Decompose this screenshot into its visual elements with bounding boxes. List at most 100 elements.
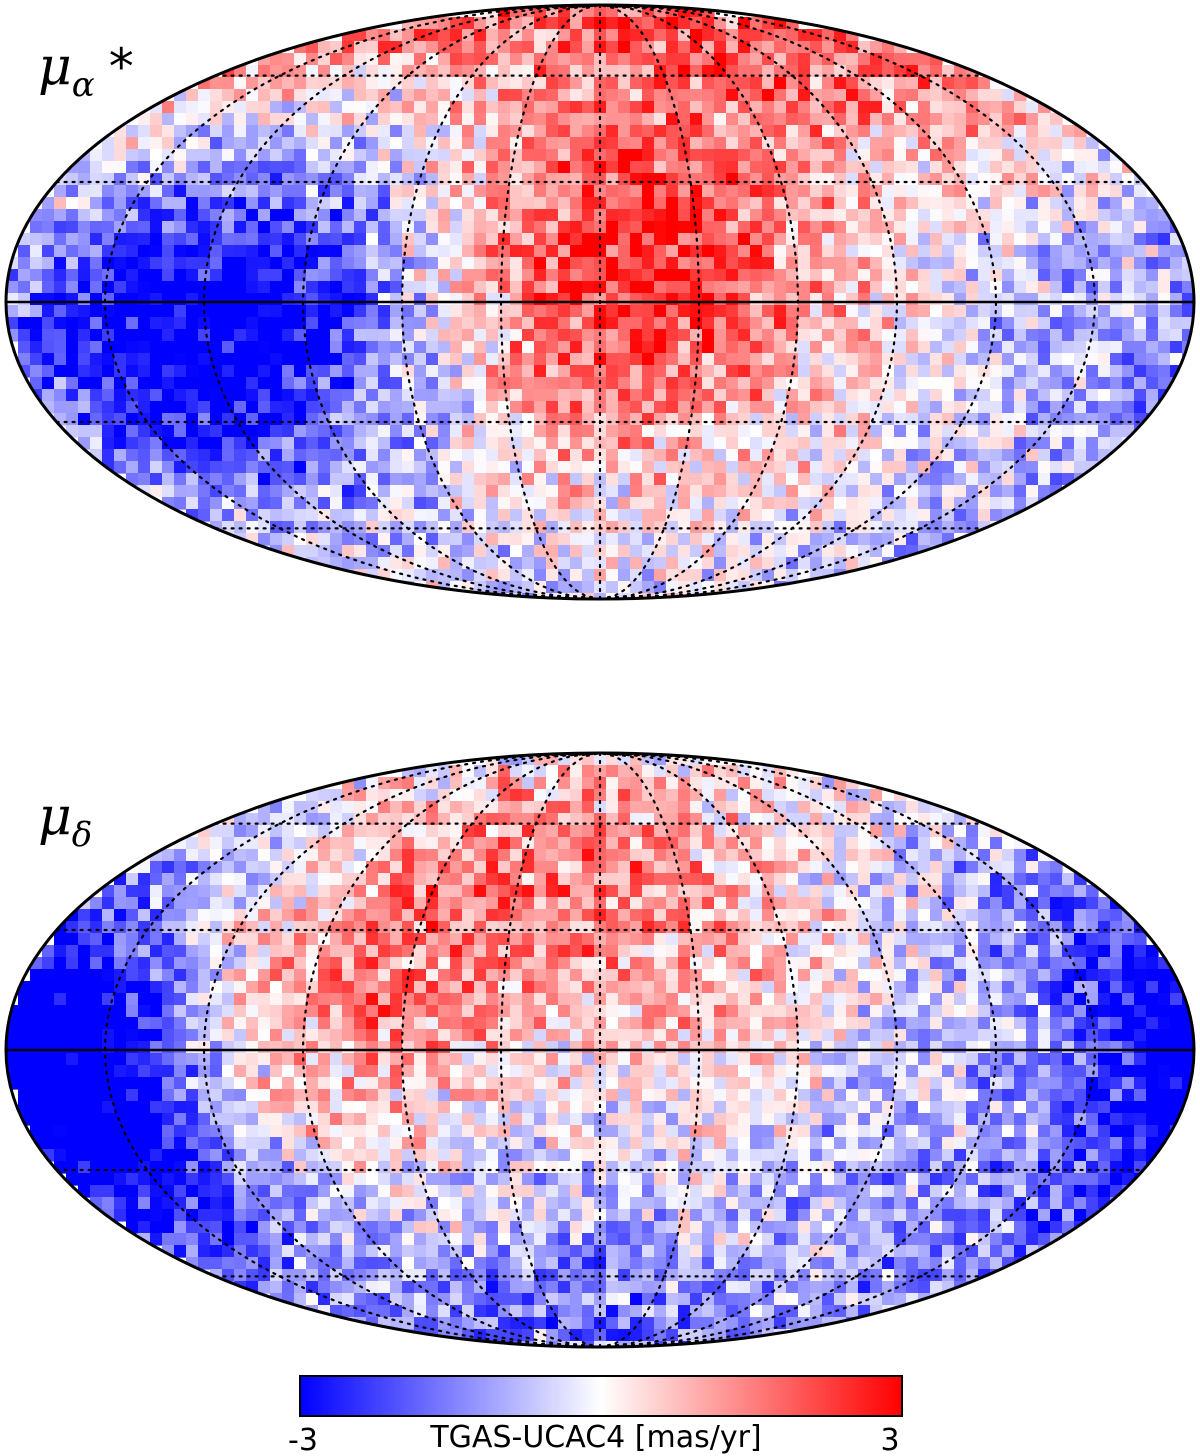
sky-pixel xyxy=(690,497,703,510)
sky-pixel xyxy=(126,921,139,934)
sky-pixel xyxy=(1110,425,1123,438)
sky-pixel xyxy=(726,173,739,186)
sky-pixel xyxy=(510,849,523,862)
sky-pixel xyxy=(258,909,271,922)
sky-pixel xyxy=(474,149,487,162)
sky-pixel xyxy=(774,449,787,462)
sky-pixel xyxy=(942,473,955,486)
sky-pixel xyxy=(750,221,763,234)
sky-pixel xyxy=(810,233,823,246)
sky-pixel xyxy=(450,509,463,522)
sky-pixel xyxy=(582,77,595,90)
sky-pixel xyxy=(318,305,331,318)
sky-pixel xyxy=(1026,353,1039,366)
sky-pixel xyxy=(774,173,787,186)
sky-pixel xyxy=(1026,909,1039,922)
sky-pixel xyxy=(510,581,523,594)
sky-pixel xyxy=(1002,233,1015,246)
sky-pixel xyxy=(90,257,103,270)
sky-pixel xyxy=(414,557,427,570)
sky-pixel xyxy=(714,269,727,282)
sky-pixel xyxy=(558,29,571,42)
sky-pixel xyxy=(738,933,751,946)
sky-pixel xyxy=(510,401,523,414)
sky-pixel xyxy=(450,437,463,450)
sky-pixel xyxy=(1158,341,1171,354)
sky-pixel xyxy=(510,873,523,886)
sky-pixel xyxy=(1074,377,1087,390)
sky-pixel xyxy=(438,293,451,306)
sky-pixel xyxy=(138,209,151,222)
sky-pixel xyxy=(126,197,139,210)
sky-pixel xyxy=(930,377,943,390)
sky-pixel xyxy=(654,921,667,934)
sky-pixel xyxy=(834,173,847,186)
sky-pixel xyxy=(90,245,103,258)
sky-pixel xyxy=(510,185,523,198)
sky-pixel xyxy=(702,245,715,258)
sky-pixel xyxy=(354,485,367,498)
sky-pixel xyxy=(834,305,847,318)
sky-pixel xyxy=(318,77,331,90)
sky-pixel xyxy=(702,113,715,126)
sky-pixel xyxy=(186,873,199,886)
sky-pixel xyxy=(810,557,823,570)
sky-pixel xyxy=(618,521,631,534)
sky-pixel xyxy=(390,497,403,510)
sky-pixel xyxy=(102,293,115,306)
sky-pixel xyxy=(882,293,895,306)
sky-pixel xyxy=(378,317,391,330)
sky-pixel xyxy=(378,873,391,886)
sky-pixel xyxy=(210,341,223,354)
sky-pixel xyxy=(414,101,427,114)
sky-pixel xyxy=(786,53,799,66)
sky-pixel xyxy=(282,197,295,210)
sky-pixel xyxy=(486,921,499,934)
sky-pixel xyxy=(474,161,487,174)
sky-pixel xyxy=(402,873,415,886)
sky-pixel xyxy=(510,293,523,306)
sky-pixel xyxy=(750,449,763,462)
sky-pixel xyxy=(954,269,967,282)
sky-pixel xyxy=(606,425,619,438)
sky-pixel xyxy=(78,909,91,922)
sky-pixel xyxy=(474,377,487,390)
sky-pixel xyxy=(1062,353,1075,366)
sky-pixel xyxy=(342,413,355,426)
sky-pixel xyxy=(618,765,631,778)
sky-pixel xyxy=(594,509,607,522)
sky-pixel xyxy=(810,485,823,498)
sky-pixel xyxy=(750,233,763,246)
sky-pixel xyxy=(582,861,595,874)
sky-pixel xyxy=(270,257,283,270)
sky-pixel xyxy=(870,545,883,558)
sky-pixel xyxy=(342,113,355,126)
sky-pixel xyxy=(930,849,943,862)
sky-pixel xyxy=(798,341,811,354)
sky-pixel xyxy=(282,377,295,390)
sky-pixel xyxy=(570,149,583,162)
sky-pixel xyxy=(1098,293,1111,306)
sky-pixel xyxy=(894,521,907,534)
sky-pixel xyxy=(66,281,79,294)
sky-pixel xyxy=(798,353,811,366)
sky-pixel xyxy=(738,509,751,522)
sky-pixel xyxy=(858,245,871,258)
sky-pixel xyxy=(594,53,607,66)
sky-pixel xyxy=(762,113,775,126)
sky-pixel xyxy=(558,933,571,946)
sky-pixel xyxy=(534,933,547,946)
sky-pixel xyxy=(558,209,571,222)
sky-pixel xyxy=(666,389,679,402)
sky-pixel xyxy=(306,909,319,922)
sky-pixel xyxy=(510,777,523,790)
sky-pixel xyxy=(678,765,691,778)
sky-pixel xyxy=(762,497,775,510)
sky-pixel xyxy=(834,909,847,922)
sky-pixel xyxy=(1086,197,1099,210)
sky-pixel xyxy=(510,413,523,426)
sky-pixel xyxy=(810,161,823,174)
sky-pixel xyxy=(294,413,307,426)
sky-pixel xyxy=(78,425,91,438)
sky-pixel xyxy=(1134,317,1147,330)
